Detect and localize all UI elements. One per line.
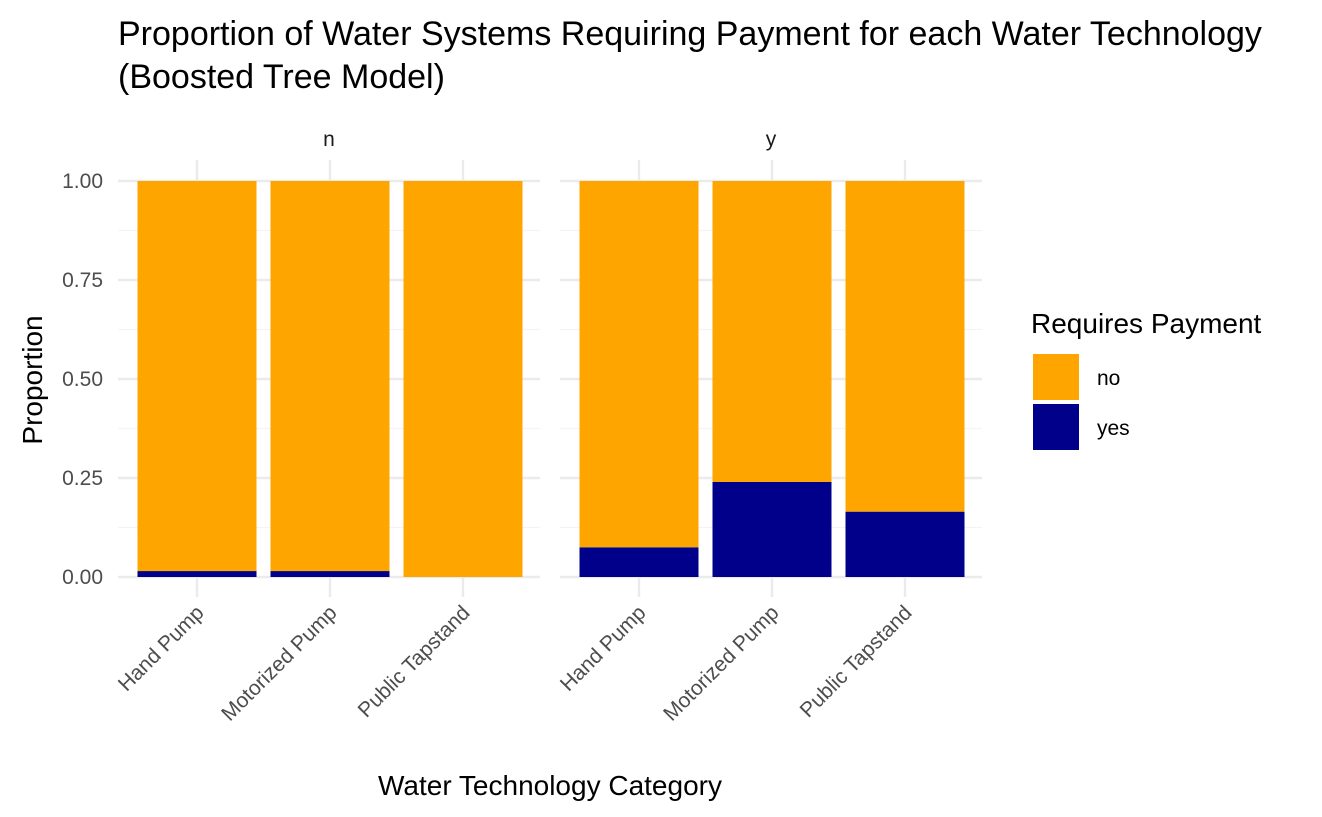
legend-label-yes: yes bbox=[1097, 417, 1130, 440]
legend-label-no: no bbox=[1097, 367, 1120, 390]
bar-n-motorized-pump-yes bbox=[270, 571, 390, 577]
y-tick-label: 0.50 bbox=[62, 368, 103, 391]
bar-n-motorized-pump-no bbox=[270, 181, 390, 572]
legend: Requires Payment no yes bbox=[1031, 308, 1262, 450]
x-tick-label: Public Tapstand bbox=[796, 601, 917, 722]
y-axis-title: Proportion bbox=[17, 315, 48, 444]
y-tick-label: 0.75 bbox=[62, 269, 103, 292]
bar-y-motorized-pump-no bbox=[712, 181, 832, 482]
facet-strip-label: y bbox=[766, 128, 777, 151]
bar-n-hand-pump-yes bbox=[137, 571, 257, 577]
chart-title: Proportion of Water Systems Requiring Pa… bbox=[118, 15, 1262, 53]
bar-y-public-tapstand-no bbox=[845, 181, 965, 512]
facet-strip-label: n bbox=[323, 128, 335, 151]
facet-panel-n: n Hand Pump Motorized Pump Public Tapstand bbox=[114, 128, 540, 726]
x-tick-label: Hand Pump bbox=[556, 601, 651, 696]
y-tick-label: 0.00 bbox=[62, 566, 103, 589]
y-tick-label: 0.25 bbox=[62, 467, 103, 490]
legend-key-yes bbox=[1033, 404, 1079, 450]
legend-key-no bbox=[1033, 354, 1079, 400]
x-tick-label: Public Tapstand bbox=[354, 601, 475, 722]
bar-n-hand-pump-no bbox=[137, 181, 257, 572]
bar-y-hand-pump-no bbox=[579, 181, 699, 548]
facet-panel-y: y Hand Pump Motorized Pump Public Tapstand bbox=[556, 128, 982, 726]
y-tick-label: 1.00 bbox=[62, 170, 103, 193]
bar-y-hand-pump-yes bbox=[579, 547, 699, 577]
x-tick-label: Motorized Pump bbox=[659, 601, 783, 725]
bar-n-public-tapstand-no bbox=[403, 181, 523, 577]
x-tick-label: Motorized Pump bbox=[217, 601, 341, 725]
chart-subtitle: (Boosted Tree Model) bbox=[118, 58, 445, 96]
x-axis-title: Water Technology Category bbox=[378, 770, 722, 801]
x-tick-label: Hand Pump bbox=[114, 601, 209, 696]
bar-y-public-tapstand-yes bbox=[845, 511, 965, 577]
bar-y-motorized-pump-yes bbox=[712, 481, 832, 577]
legend-title: Requires Payment bbox=[1031, 308, 1262, 339]
